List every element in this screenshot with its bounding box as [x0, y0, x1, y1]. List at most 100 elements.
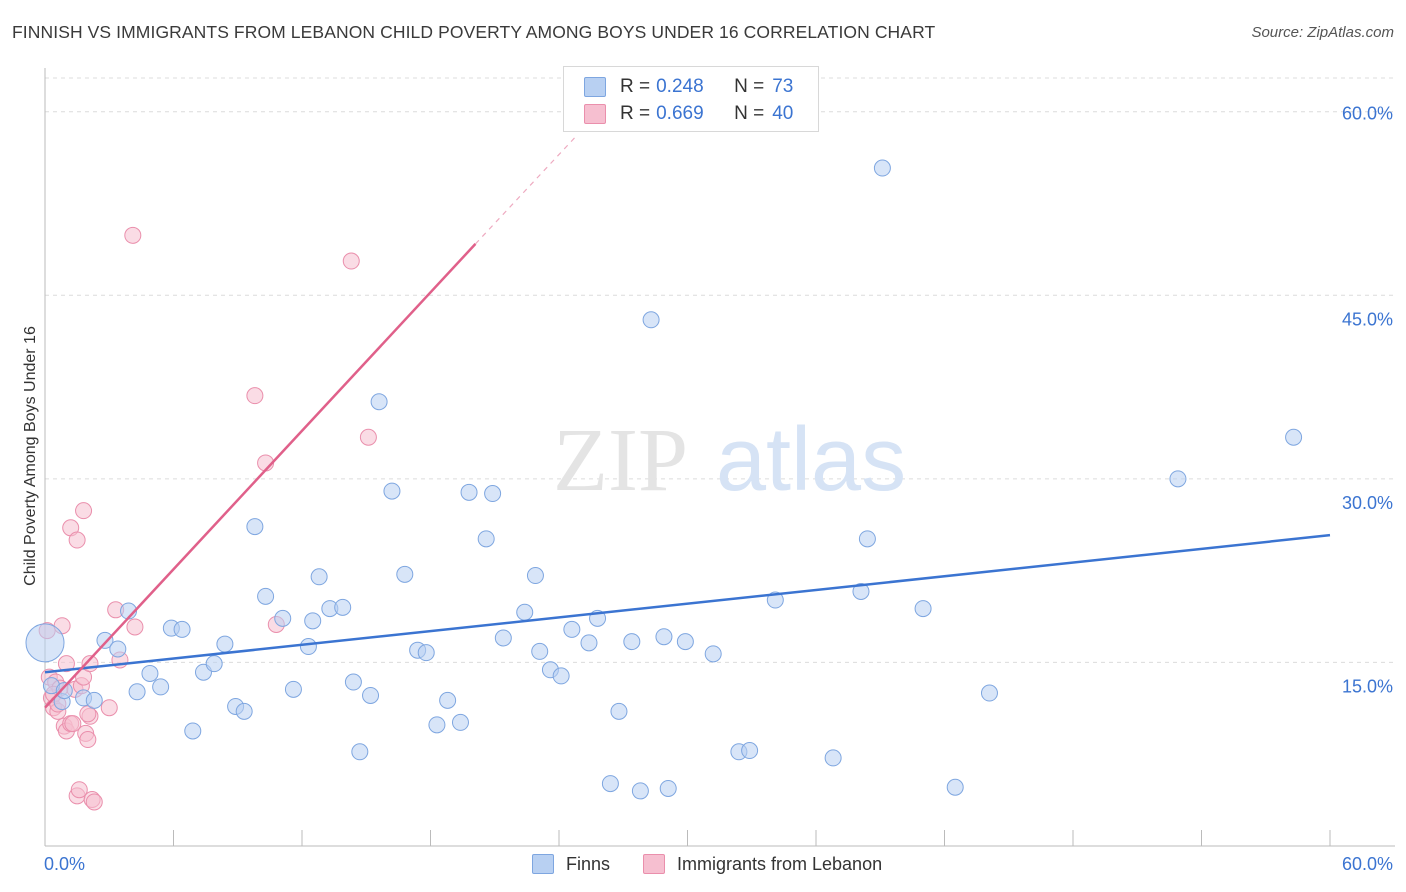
legend-r-label: R = — [620, 76, 651, 97]
data-point-finns — [852, 582, 870, 600]
data-point-finns — [631, 782, 649, 800]
data-point-finns — [55, 682, 73, 700]
data-point-finns — [205, 655, 223, 673]
data-point-finns — [516, 603, 534, 621]
data-point-finns — [824, 749, 842, 767]
data-point-finns — [526, 567, 544, 585]
data-point-lebanon — [246, 387, 264, 405]
data-point-finns — [428, 716, 446, 734]
legend-n-label: N = — [734, 76, 765, 97]
data-point-finns — [299, 638, 317, 656]
legend-swatch-finns — [584, 77, 606, 97]
bottom-legend-label-lebanon: Immigrants from Lebanon — [677, 853, 883, 874]
y-tick-label: 45.0% — [1342, 309, 1393, 329]
bottom-legend-lebanon: Immigrants from Lebanon — [643, 852, 882, 876]
gridlines — [45, 77, 1395, 663]
data-point-finns — [946, 778, 964, 796]
watermark-zip: ZIP — [553, 411, 688, 510]
series-lebanon-points — [38, 226, 377, 811]
data-point-finns — [676, 633, 694, 651]
legend-row-lebanon: R = 0.669 N = 40 — [584, 102, 793, 126]
trendline-finns — [44, 533, 1331, 674]
legend-n-label: N = — [734, 103, 765, 124]
data-point-finns — [858, 530, 876, 548]
data-point-lebanon — [85, 793, 103, 811]
data-point-finns — [370, 393, 388, 411]
data-point-finns — [141, 664, 159, 682]
data-point-finns — [246, 518, 264, 536]
watermark-atlas: atlas — [716, 410, 906, 510]
data-point-lebanon — [342, 252, 360, 270]
data-point-finns — [109, 640, 127, 658]
data-point-finns — [417, 644, 435, 662]
data-point-lebanon — [70, 781, 88, 799]
data-point-finns — [128, 683, 146, 701]
bottom-swatch-finns — [532, 854, 554, 874]
trendlines — [44, 135, 1331, 709]
data-point-finns — [383, 482, 401, 500]
data-point-finns — [284, 680, 302, 698]
data-point-finns — [704, 645, 722, 663]
data-point-finns — [563, 620, 581, 638]
data-point-lebanon — [79, 731, 97, 749]
data-point-finns — [85, 691, 103, 709]
data-point-finns — [655, 628, 673, 646]
trendline-lebanon-extension — [475, 135, 577, 245]
data-point-finns — [96, 631, 114, 649]
data-point-finns — [173, 620, 191, 638]
data-point-finns — [25, 623, 65, 663]
data-point-finns — [184, 722, 202, 740]
data-point-finns — [766, 591, 784, 609]
series-finns-points — [25, 159, 1303, 800]
data-point-finns — [235, 702, 253, 720]
data-point-finns — [741, 742, 759, 760]
legend-r-label: R = — [620, 103, 651, 124]
data-point-finns — [1169, 470, 1187, 488]
data-point-finns — [914, 600, 932, 618]
chart-title: FINNISH VS IMMIGRANTS FROM LEBANON CHILD… — [12, 22, 936, 42]
bottom-legend-label-finns: Finns — [566, 853, 611, 874]
data-point-finns — [396, 565, 414, 583]
data-point-finns — [439, 691, 457, 709]
data-point-lebanon — [359, 428, 377, 446]
data-point-finns — [152, 678, 170, 696]
data-point-finns — [580, 634, 598, 652]
data-point-finns — [601, 775, 619, 793]
legend-swatch-lebanon — [584, 104, 606, 124]
data-point-finns — [304, 612, 322, 630]
data-point-finns — [494, 629, 512, 647]
tick-labels: 15.0% 30.0% 45.0% 60.0% 0.0% 60.0% — [44, 104, 1393, 874]
data-point-lebanon — [75, 502, 93, 520]
bottom-legend-finns: Finns — [532, 852, 610, 876]
data-point-lebanon — [64, 715, 82, 733]
data-point-finns — [552, 667, 570, 685]
data-point-finns — [873, 159, 891, 177]
axes — [44, 68, 1395, 847]
data-point-finns — [623, 633, 641, 651]
data-point-finns — [344, 673, 362, 691]
data-point-finns — [334, 598, 352, 616]
legend-r-value-finns: 0.248 — [656, 76, 704, 97]
data-point-finns — [477, 530, 495, 548]
data-point-lebanon — [68, 531, 86, 549]
data-point-finns — [659, 779, 677, 797]
watermark: ZIP atlas — [553, 410, 906, 510]
legend-n-value-finns: 73 — [772, 76, 794, 97]
stats-legend: R = 0.248 N = 73 R = 0.669 N = 40 — [563, 66, 819, 132]
data-point-finns — [362, 686, 380, 704]
legend-row-finns: R = 0.248 N = 73 — [584, 75, 793, 99]
data-point-finns — [274, 609, 292, 627]
data-point-finns — [460, 483, 478, 501]
bottom-swatch-lebanon — [643, 854, 665, 874]
data-point-lebanon — [124, 226, 142, 244]
x-tick-label-max: 60.0% — [1342, 854, 1393, 874]
data-point-finns — [642, 311, 660, 329]
y-tick-label: 60.0% — [1342, 104, 1393, 124]
data-point-finns — [351, 743, 369, 761]
y-tick-label: 15.0% — [1342, 676, 1393, 696]
data-point-lebanon — [126, 618, 144, 636]
trendline-lebanon — [44, 243, 477, 709]
data-point-finns — [310, 568, 328, 586]
legend-r-value-lebanon: 0.669 — [656, 103, 704, 124]
